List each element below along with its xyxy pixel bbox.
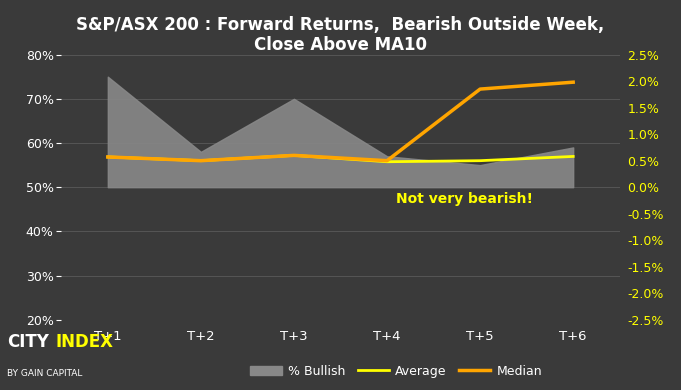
- Text: BY GAIN CAPITAL: BY GAIN CAPITAL: [7, 369, 82, 378]
- Text: CITY: CITY: [7, 333, 48, 351]
- Text: INDEX: INDEX: [56, 333, 114, 351]
- Legend: % Bullish, Average, Median: % Bullish, Average, Median: [245, 360, 548, 383]
- Text: S&P/ASX 200 : Forward Returns,  Bearish Outside Week,
Close Above MA10: S&P/ASX 200 : Forward Returns, Bearish O…: [76, 16, 605, 54]
- Text: Not very bearish!: Not very bearish!: [396, 191, 533, 206]
